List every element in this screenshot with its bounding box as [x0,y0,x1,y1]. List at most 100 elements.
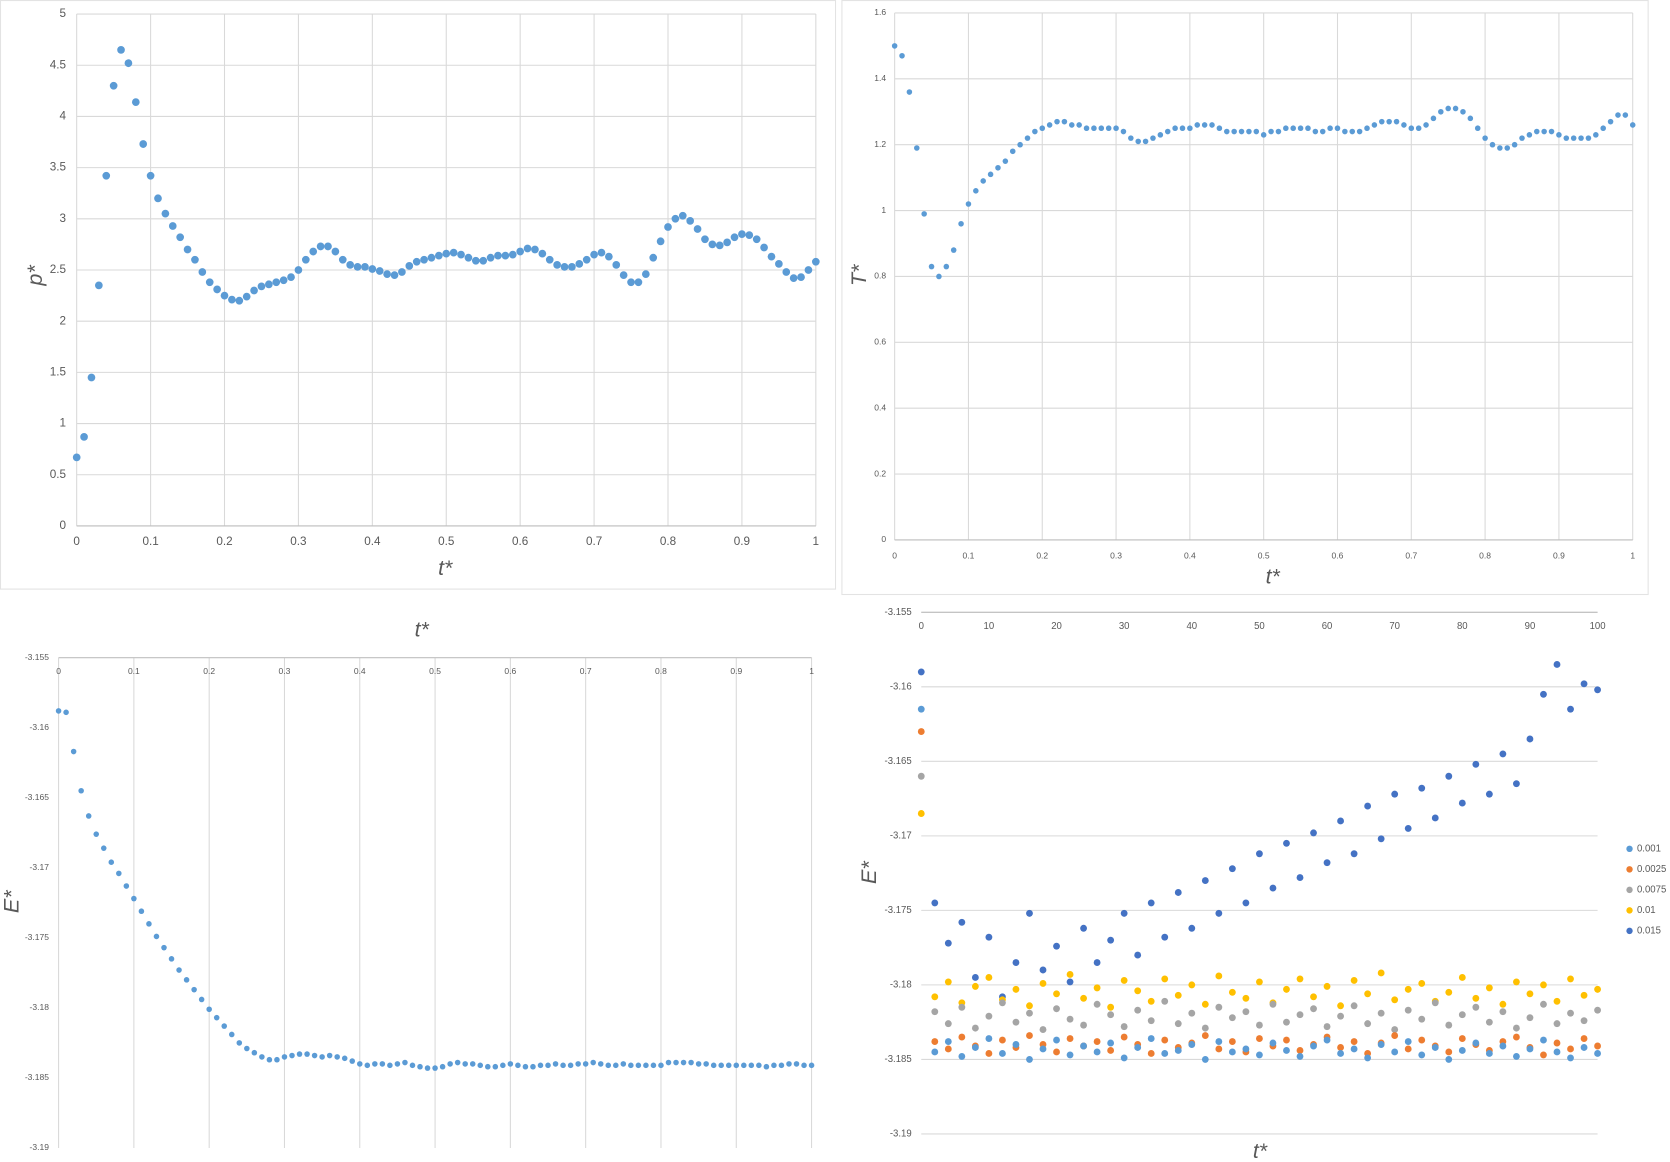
data-point [567,1062,574,1069]
data-point [1585,135,1592,141]
data-point [1290,125,1296,132]
x-tick-label: 1 [809,666,814,676]
data-point [1622,112,1629,118]
data-point [87,373,96,382]
data-point [944,1020,952,1028]
data-point [116,870,122,877]
legend-marker [1626,866,1633,873]
data-point [1364,990,1372,998]
data-point [477,1062,484,1069]
data-point [917,728,925,735]
data-point [462,1061,468,1067]
data-point [1053,1005,1060,1013]
data-point [1526,990,1534,998]
data-point [1215,972,1223,980]
y-tick-label: -3.17 [890,830,912,841]
data-point [605,252,613,261]
data-point [1458,1047,1466,1054]
data-point [1553,1020,1561,1028]
data-point [649,253,658,262]
data-point [1066,1015,1074,1023]
x-tick-label: 0 [73,535,80,548]
data-point [1150,135,1156,141]
x-tick-label: 1 [1630,550,1635,560]
data-point [1256,1021,1263,1029]
data-point [341,1055,348,1062]
data-point [1350,1045,1358,1053]
legend-label: 0.01 [1637,905,1656,916]
data-point [485,1063,491,1070]
x-tick-label: 0.9 [1553,550,1565,560]
data-point [985,933,993,941]
data-point [778,1062,785,1069]
data-point [985,1049,993,1057]
data-point [1485,790,1493,798]
x-tick-label: 0.1 [142,535,158,548]
data-point [161,209,170,218]
data-point [944,939,952,947]
data-point [78,787,84,794]
y-tick-label: -3.16 [890,681,912,692]
data-point [1401,122,1407,128]
data-point [435,251,443,260]
data-point [1472,1003,1480,1011]
data-point [1253,128,1260,135]
x-axis-title: t* [1266,564,1281,588]
data-point [259,1054,265,1060]
data-point [138,908,145,915]
y-tick-label: 3 [60,212,67,225]
data-point [1431,1044,1439,1051]
data-point [1147,1035,1155,1042]
data-point [950,247,957,253]
data-point [93,831,99,837]
data-point [1404,1045,1412,1053]
data-point [944,1045,952,1053]
x-tick-label: 0.3 [290,535,307,548]
data-point [102,171,111,180]
data-point [1305,125,1311,132]
x-tick-label: 80 [1457,621,1468,632]
data-point [1002,158,1009,164]
data-point [1174,1047,1182,1054]
data-point [1053,1048,1060,1056]
x-tick-label: 10 [984,621,995,632]
data-point [368,265,377,273]
data-point [274,1056,280,1063]
data-point [1120,1054,1128,1062]
data-point [1323,859,1331,867]
data-point [1391,790,1399,798]
data-point [1120,1033,1128,1041]
data-point [643,1062,649,1069]
data-point [1134,1006,1142,1014]
y-tick-label: -3.18 [890,979,912,990]
data-point [1080,1042,1087,1050]
data-point [1615,112,1621,118]
data-point [220,291,229,300]
data-point [266,1056,273,1063]
data-point [1161,997,1169,1005]
data-point [1540,981,1547,989]
data-point [1012,1041,1020,1048]
data-point [1526,735,1534,743]
data-point [1445,1055,1453,1063]
data-point [917,810,925,817]
data-point [1350,976,1358,984]
data-point [95,281,103,290]
data-point [1594,686,1601,694]
data-point [457,250,465,259]
data-point [1209,122,1215,128]
data-point [1161,975,1169,983]
data-point [899,52,905,59]
data-point [1256,850,1263,858]
data-point [1467,115,1474,122]
data-point [1093,959,1101,966]
data-point [1188,1009,1196,1017]
data-point [1012,959,1020,966]
x-tick-label: 0.2 [203,666,215,676]
data-point [1594,1049,1601,1057]
data-point [1526,1014,1534,1022]
x-tick-label: 0.5 [438,535,455,548]
data-point [723,238,731,247]
data-point [1046,122,1053,128]
data-point [971,1044,979,1051]
